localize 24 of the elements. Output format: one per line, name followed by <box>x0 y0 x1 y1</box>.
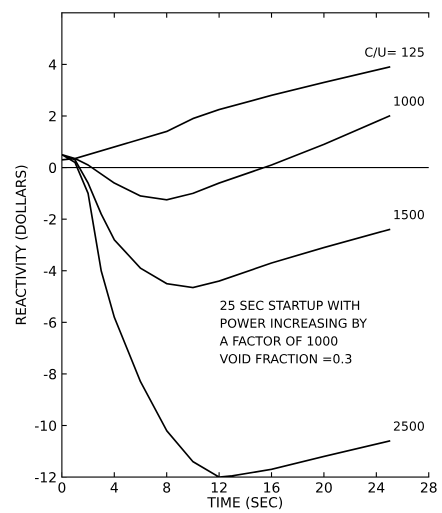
x-axis-title: TIME (SEC) <box>207 496 282 510</box>
x-tick-label: 0 <box>58 482 66 493</box>
y-tick-label: -2 <box>44 214 56 224</box>
y-tick-label: -12 <box>35 472 56 482</box>
y-tick-label: 4 <box>48 60 56 70</box>
y-tick-label: -4 <box>44 266 56 276</box>
series-label: 1000 <box>394 96 424 106</box>
x-tick-label: 16 <box>264 482 280 493</box>
y-tick-label: 2 <box>49 110 56 122</box>
series-label: 2500 <box>394 421 424 431</box>
y-tick-label: -6 <box>44 317 56 328</box>
x-tick-label: 8 <box>163 482 170 493</box>
series-label: 1500 <box>394 210 424 220</box>
x-tick-label: 4 <box>110 482 118 493</box>
y-tick-label: -10 <box>35 420 56 431</box>
x-tick-label: 24 <box>368 482 384 493</box>
y-tick-label: -8 <box>44 368 56 380</box>
x-tick-label: 20 <box>316 482 332 493</box>
annotation: 25 SEC STARTUP WITH POWER INCREASING BY A FACTOR OF 1000 VOID FRACTION =0.3 <box>220 300 367 364</box>
y-axis-title: REACTIVITY (DOLLARS) <box>15 166 28 324</box>
y-tick-label: 0 <box>49 162 56 174</box>
x-tick-label: 28 <box>420 482 437 493</box>
series-label: C/U= 125 <box>365 47 424 58</box>
x-tick-label: 12 <box>212 482 227 493</box>
